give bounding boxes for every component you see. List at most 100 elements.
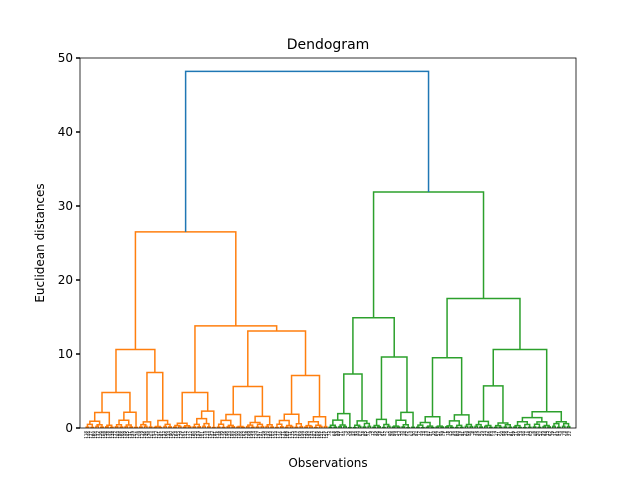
dendrogram-link (232, 385, 264, 417)
leaf-label: 168 (164, 431, 169, 439)
leaf-label: 115 (203, 431, 208, 439)
leaf-label: 161 (181, 431, 186, 439)
leaf-label: 49 (419, 431, 424, 437)
leaf-label: 66 (433, 431, 438, 437)
dendrogram-link (494, 424, 502, 428)
dendrogram-link (125, 424, 132, 428)
leaf-label: 18 (378, 431, 383, 437)
leaf-label: 193 (292, 431, 297, 439)
leaf-label: 55 (334, 431, 339, 437)
leaf-label: 114 (108, 431, 113, 439)
dendrogram-link (566, 425, 571, 428)
leaf-label: 56 (565, 431, 570, 437)
leaf-label: 28 (361, 431, 366, 437)
leaf-label: 152 (232, 431, 237, 439)
dendrogram-link (446, 425, 453, 428)
leaf-label: 188 (283, 431, 288, 439)
dendrogram-link (401, 426, 406, 428)
dendrogram-link (323, 425, 328, 428)
y-tick-label: 50 (58, 51, 73, 65)
dendrogram-link (312, 415, 327, 427)
dendrogram-link (194, 325, 278, 393)
leaf-label: 32 (327, 431, 332, 437)
dendrogram-link (278, 419, 290, 426)
dendrogram-link (115, 424, 123, 428)
leaf-label: 132 (96, 431, 101, 439)
dendrogram-link (304, 426, 309, 428)
dendrogram-link (503, 426, 508, 428)
leaf-labels: 1181461271601041321261081581381141281721… (84, 431, 573, 439)
leaf-label: 42 (484, 431, 489, 437)
leaf-label: 17 (416, 431, 421, 437)
dendrogram-link (279, 426, 284, 428)
y-axis-label: Euclidean distances (33, 183, 47, 302)
leaf-label: 108 (101, 431, 106, 439)
leaf-label: 166 (120, 431, 125, 439)
leaf-label: 75 (472, 431, 477, 437)
leaf-label: 121 (319, 431, 324, 439)
leaf-label: 6 (531, 431, 536, 434)
leaf-label: 77 (523, 431, 528, 437)
dendrogram-link (93, 411, 111, 426)
leaf-label: 174 (251, 431, 256, 439)
dendrogram-link (129, 426, 134, 428)
leaf-label: 46 (521, 431, 526, 437)
leaf-label: 107 (132, 431, 137, 439)
dendrogram-link (255, 426, 260, 428)
leaf-label: 91 (460, 431, 465, 437)
leaf-label: 33 (475, 431, 480, 437)
leaf-label: 150 (193, 431, 198, 439)
leaf-label: 184 (115, 431, 120, 439)
leaf-label: 89 (336, 431, 341, 437)
dendrogram-link (96, 423, 103, 428)
leaf-label: 153 (195, 431, 200, 439)
leaf-label: 133 (273, 431, 278, 439)
dendrogram-link (431, 356, 463, 417)
dendrogram-link (475, 423, 482, 428)
leaf-label: 113 (205, 431, 210, 439)
y-tick-label: 0 (65, 421, 73, 435)
leaf-label: 19 (480, 431, 485, 437)
dendrogram-link (543, 424, 550, 427)
dendrogram-link (237, 425, 244, 428)
leaf-label: 27 (494, 431, 499, 437)
leaf-label: 124 (227, 431, 232, 439)
dendrogram-link (352, 316, 395, 374)
dendrogram-link (552, 425, 556, 428)
leaf-label: 106 (239, 431, 244, 439)
dendrogram-link (172, 426, 177, 428)
dendrogram-link (524, 423, 531, 428)
dendrogram-link (453, 414, 470, 425)
leaf-label: 31 (553, 431, 558, 437)
leaf-label: 34 (526, 431, 531, 437)
dendrogram-link (474, 425, 479, 428)
leaf-label: 194 (207, 431, 212, 439)
dendrogram-link (424, 416, 441, 427)
leaf-label: 195 (229, 431, 234, 439)
leaf-label: 61 (380, 431, 385, 437)
dendrogram-link (203, 422, 210, 427)
dendrogram-link (245, 425, 250, 428)
leaf-label: 186 (118, 431, 123, 439)
leaf-label: 71 (497, 431, 502, 437)
leaf-label: 50 (499, 431, 504, 437)
dendrogram-link (513, 426, 518, 428)
leaf-label: 144 (310, 431, 315, 439)
leaf-label: 9 (368, 431, 373, 434)
leaf-label: 189 (246, 431, 251, 439)
dendrogram-link (217, 423, 225, 428)
leaf-label: 101 (200, 431, 205, 439)
leaf-label: 122 (188, 431, 193, 439)
leaf-label: 70 (399, 431, 404, 437)
leaf-label: 94 (543, 431, 548, 437)
leaf-label: 125 (322, 431, 327, 439)
leaf-label: 192 (307, 431, 312, 439)
leaf-label: 176 (135, 431, 140, 439)
dendrogram-link (561, 425, 566, 428)
leaf-label: 38 (402, 431, 407, 437)
leaf-label: 14 (395, 431, 400, 437)
leaf-label: 65 (528, 431, 533, 437)
dendrogram-link-root (184, 70, 430, 232)
leaf-label: 45 (448, 431, 453, 437)
leaf-label: 191 (156, 431, 161, 439)
